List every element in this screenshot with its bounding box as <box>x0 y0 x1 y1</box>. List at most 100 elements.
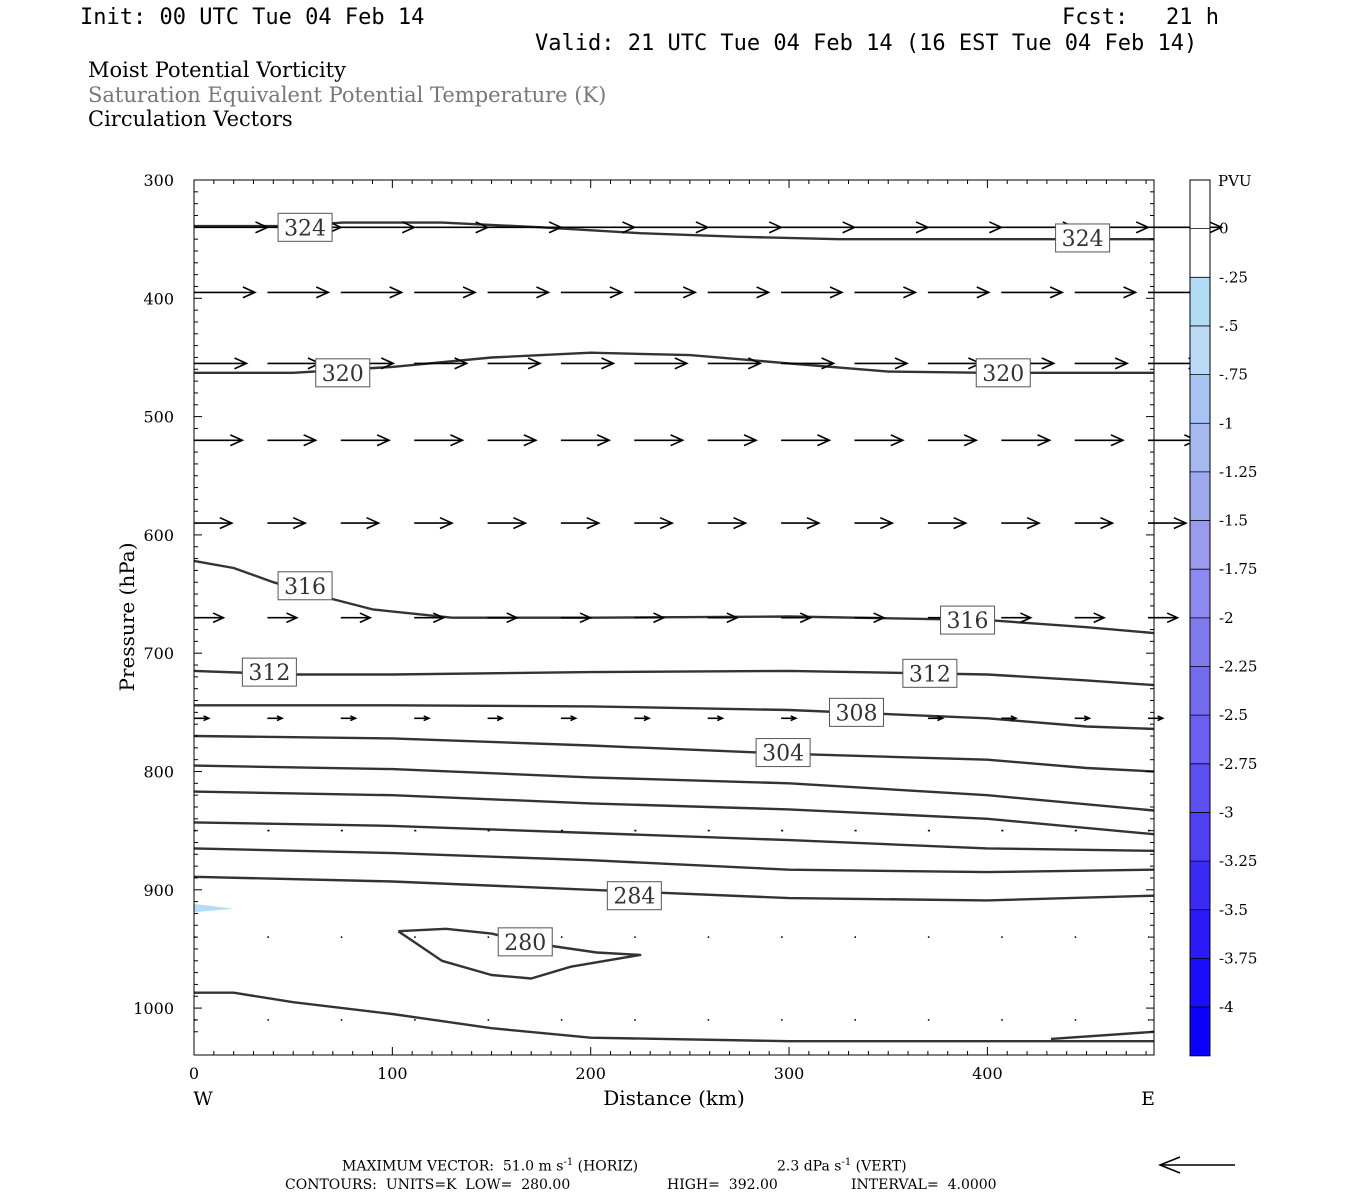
wind-vector-head <box>1041 357 1056 370</box>
wind-vector-2-9 <box>854 357 909 370</box>
x-axis-west-label: W <box>193 1088 213 1110</box>
contour-316-2 <box>193 559 1155 635</box>
wind-vector-head <box>817 434 832 447</box>
contour-label-text: 320 <box>322 362 364 387</box>
wind-vector-head <box>380 357 396 370</box>
wind-vector-2-1 <box>267 357 322 370</box>
wind-vector-head <box>303 434 318 447</box>
wind-vector-head <box>670 434 685 447</box>
contour-324-0 <box>194 221 1154 241</box>
x-tick-label: 0 <box>189 1064 199 1083</box>
wind-vector-5-12 <box>1074 612 1107 624</box>
wind-vector-head <box>1209 221 1224 234</box>
wind-vector-1-11 <box>1001 286 1065 299</box>
wind-vector-1-12 <box>1074 286 1138 299</box>
wind-vector-head <box>890 434 905 447</box>
x-axis-east-label: E <box>1141 1088 1155 1110</box>
colorbar-swatch <box>1190 763 1210 813</box>
colorbar-label: -.75 <box>1219 366 1248 384</box>
contour-308-4 <box>194 704 1155 731</box>
y-tick-label: 1000 <box>133 999 174 1018</box>
contour-304-5 <box>193 734 1155 773</box>
contour-label-304: 304 <box>755 738 811 768</box>
wind-vector-2-6 <box>634 357 689 370</box>
wind-vector-0-8 <box>781 221 857 234</box>
colorbar-label: -2 <box>1219 609 1234 627</box>
colorbar-swatch <box>1190 617 1210 667</box>
contour-label-312: 312 <box>241 657 297 687</box>
contour-288-9 <box>193 847 1155 874</box>
wind-vector-head <box>506 612 519 624</box>
wind-vector-5-7 <box>707 612 740 624</box>
footer-max-vector: MAXIMUM VECTOR: 51.0 m s-1 (HORIZ) <box>342 1157 638 1175</box>
colorbar-swatch <box>1190 909 1210 959</box>
wind-vector-head <box>359 612 373 624</box>
contour-label-box <box>940 605 996 635</box>
colorbar-label: -4 <box>1219 998 1234 1016</box>
contour-label-box <box>828 697 884 727</box>
wind-vector-head <box>586 516 601 530</box>
wind-vector-3-11 <box>1001 434 1052 447</box>
wind-vector-head <box>903 286 918 299</box>
wind-vector-head <box>1037 434 1052 447</box>
wind-vector-head <box>609 286 624 299</box>
wind-vector-head <box>292 516 308 530</box>
max-vector-horiz: 51.0 m s <box>502 1158 564 1175</box>
contour-280-11 <box>397 927 642 980</box>
wind-vector-3-0 <box>194 434 245 447</box>
wind-vector-3-10 <box>927 434 979 447</box>
wind-vector-6-11 <box>1001 715 1018 722</box>
wind-vector-6-7 <box>707 715 725 722</box>
colorbar-label: -1.5 <box>1219 512 1248 530</box>
colorbar-swatch <box>1190 958 1210 1008</box>
wind-vector-head <box>1173 516 1188 530</box>
wind-vector-head <box>976 286 991 299</box>
wind-vector-5-6 <box>634 612 666 624</box>
wind-vector-head <box>423 715 431 722</box>
colorbar-label: -.5 <box>1219 317 1238 335</box>
contour-label-box <box>497 927 553 957</box>
wind-vector-5-0 <box>194 612 226 624</box>
wind-vector-4-10 <box>927 516 968 530</box>
contour-284-10 <box>193 875 1155 902</box>
wind-vector-head <box>229 434 245 447</box>
footer-contours-high: HIGH= 392.00 <box>667 1177 778 1193</box>
title-theta-es: Saturation Equivalent Potential Temperat… <box>88 83 607 107</box>
wind-vector-head <box>496 715 505 722</box>
footer-contours: CONTOURS: UNITS=K LOW= 280.00 <box>285 1177 570 1193</box>
wind-vector-6-6 <box>634 715 651 722</box>
wind-vector-1-6 <box>634 286 698 299</box>
colorbar-swatch <box>1190 180 1210 230</box>
contour-label-box <box>1055 223 1111 253</box>
wind-vector-head <box>450 434 465 447</box>
wind-vector-1-3 <box>414 286 478 299</box>
colorbar-label: -.25 <box>1219 268 1248 286</box>
wind-vector-head <box>601 357 616 370</box>
wind-vector-head <box>1026 516 1042 530</box>
wind-vector-1-9 <box>854 286 918 299</box>
wind-vector-head <box>536 286 551 299</box>
contour-label-320: 320 <box>315 358 371 388</box>
colorbar-swatch <box>1190 471 1210 522</box>
title-mpv: Moist Potential Vorticity <box>88 58 346 82</box>
wind-vector-0-4 <box>487 221 564 234</box>
wind-vector-3-7 <box>707 434 758 447</box>
wind-vector-6-0 <box>194 715 211 722</box>
contour-label-text: 312 <box>909 662 951 687</box>
wind-vector-1-1 <box>267 286 331 299</box>
wind-vector-head <box>462 286 478 299</box>
colorbar: 0 -.25 -.5 -.75 -1 -1.25 -1.5 -1.75 -2 -2.25 -2.5 -… <box>1189 179 1257 1057</box>
colorbar-swatch <box>1190 1007 1210 1057</box>
wind-vector-head <box>643 715 651 722</box>
contour-label-layer: 324 324 320 320 316 316 312 312 308 304 284 280 <box>241 212 1111 957</box>
wind-vector-4-1 <box>267 516 308 530</box>
colorbar-label: -3 <box>1219 803 1234 821</box>
wind-vector-head <box>1114 357 1130 370</box>
contour-300-6 <box>193 764 1155 812</box>
wind-vector-head <box>743 434 758 447</box>
contour-label-324: 324 <box>1055 223 1111 253</box>
wind-vector-head <box>454 357 469 370</box>
wind-vector-0-9 <box>854 221 930 234</box>
wind-vector-head <box>653 612 666 624</box>
wind-vector-head <box>286 612 299 624</box>
